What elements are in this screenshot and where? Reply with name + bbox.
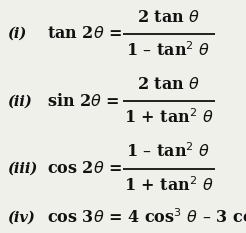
Text: 2 tan $\theta$: 2 tan $\theta$ xyxy=(137,76,200,93)
Text: 2 tan $\theta$: 2 tan $\theta$ xyxy=(137,9,200,25)
Text: tan 2$\theta$ =: tan 2$\theta$ = xyxy=(47,25,122,42)
Text: sin 2$\theta$ =: sin 2$\theta$ = xyxy=(47,93,119,110)
Text: 1 – tan$^2$ $\theta$: 1 – tan$^2$ $\theta$ xyxy=(126,41,211,60)
Text: (ii): (ii) xyxy=(7,94,32,108)
Text: (iv): (iv) xyxy=(7,211,35,225)
Text: (iii): (iii) xyxy=(7,162,38,176)
Text: cos 2$\theta$ =: cos 2$\theta$ = xyxy=(47,161,122,177)
Text: cos 3$\theta$ = 4 cos$^3$ $\theta$ – 3 cos $\theta$: cos 3$\theta$ = 4 cos$^3$ $\theta$ – 3 c… xyxy=(47,209,246,227)
Text: 1 – tan$^2$ $\theta$: 1 – tan$^2$ $\theta$ xyxy=(126,143,211,161)
Text: (i): (i) xyxy=(7,27,27,41)
Text: 1 + tan$^2$ $\theta$: 1 + tan$^2$ $\theta$ xyxy=(123,176,214,195)
Text: 1 + tan$^2$ $\theta$: 1 + tan$^2$ $\theta$ xyxy=(123,109,214,127)
